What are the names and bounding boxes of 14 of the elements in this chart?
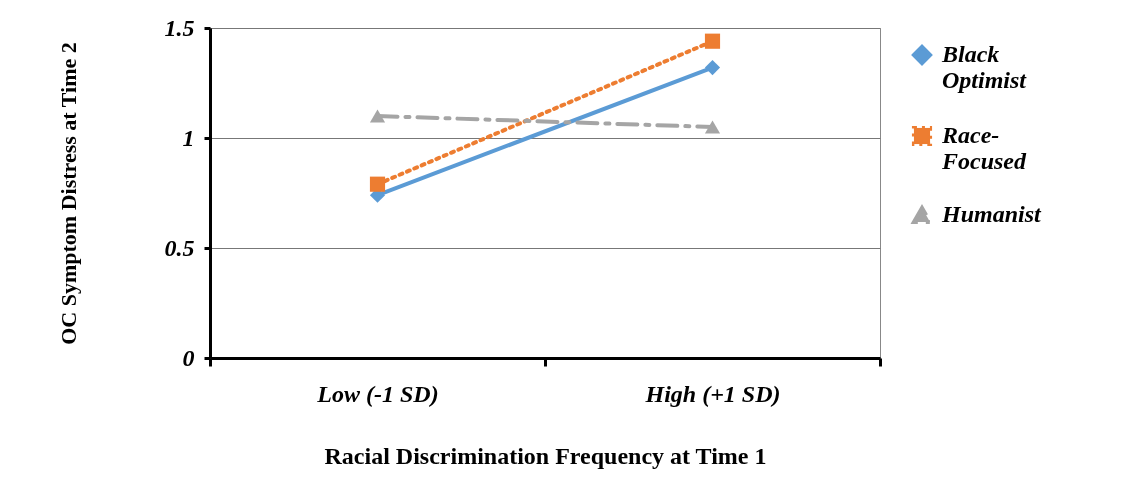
legend-label: Humanist — [941, 201, 1043, 227]
point — [369, 176, 386, 192]
x-axis-title: Racial Discrimination Frequency at Time 1 — [324, 442, 767, 469]
y-tick-label: 1.5 — [164, 14, 195, 41]
x-tick-label: Low (-1 SD) — [316, 380, 439, 407]
legend-label: Black Optimist — [941, 41, 1028, 93]
legend-label: Race-Focused — [941, 122, 1027, 174]
y-tick-label: 0 — [182, 344, 195, 371]
y-tick-label: 0.5 — [164, 234, 195, 261]
x-tick-label: High (+1 SD) — [644, 380, 781, 407]
point — [704, 33, 721, 49]
point — [704, 60, 721, 76]
y-tick-label: 1 — [182, 124, 195, 151]
y-axis-title: OC Symptom Distress at Time 2 — [55, 42, 81, 345]
